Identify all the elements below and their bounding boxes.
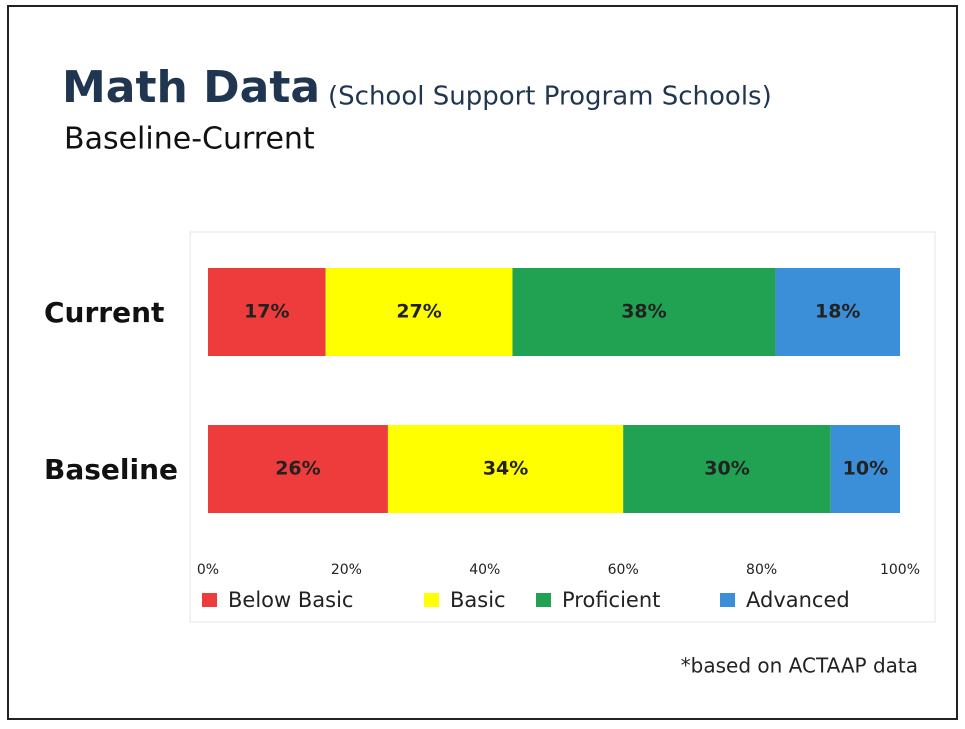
data-label: 10% [843,458,888,480]
x-tick-label: 100% [880,562,920,578]
bar-segment [208,425,388,513]
bar-segment [830,425,900,513]
legend-swatch [424,593,439,607]
x-tick-label: 60% [608,562,639,578]
legend-swatch [536,593,551,607]
x-tick-label: 20% [331,562,362,578]
bar-segment [387,425,624,513]
legend-label: Proficient [562,588,660,612]
legend-swatch [720,593,735,607]
bar-segment [775,268,900,356]
bar-segment [512,268,776,356]
legend-label: Advanced [746,588,850,612]
data-label: 27% [396,301,441,323]
category-label: Current [44,296,164,329]
bar-segment [623,425,831,513]
data-label: 26% [275,458,320,480]
bar-segment [325,268,513,356]
chart-title: Math Data [62,62,320,113]
data-label: 30% [704,458,749,480]
chart-subtitle2: Baseline-Current [64,122,315,157]
footnote: *based on ACTAAP data [681,654,918,678]
data-label: 38% [621,301,666,323]
chart-frame [189,231,936,623]
x-tick-label: 0% [197,562,219,578]
data-label: 34% [483,458,528,480]
legend-label: Below Basic [228,588,353,612]
bar-segment [208,268,326,356]
legend-label: Basic [450,588,506,612]
data-label: 17% [244,301,289,323]
legend-swatch [202,593,217,607]
x-tick-label: 80% [746,562,777,578]
data-label: 18% [815,301,860,323]
chart-subtitle: (School Support Program Schools) [328,82,772,112]
slide-frame [7,5,958,720]
category-label: Baseline [44,453,178,486]
x-tick-label: 40% [469,562,500,578]
